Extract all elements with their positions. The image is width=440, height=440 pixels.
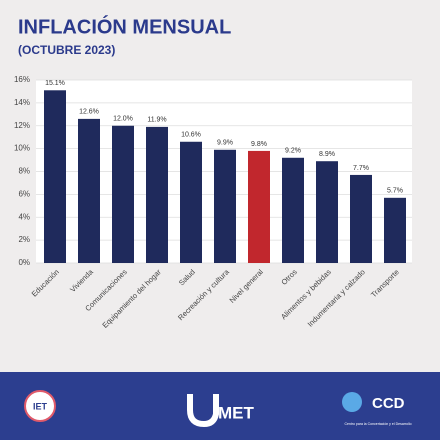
- footer: [0, 372, 440, 440]
- ccd-logo-drop: [342, 392, 362, 412]
- value-label: 9.2%: [285, 148, 301, 155]
- bar: [44, 90, 66, 263]
- value-label: 5.7%: [387, 188, 403, 195]
- y-tick-label: 8%: [18, 167, 30, 176]
- value-label: 12.0%: [113, 116, 133, 123]
- value-label: 9.9%: [217, 140, 233, 147]
- value-label: 11.9%: [147, 117, 166, 124]
- value-label: 7.7%: [353, 165, 369, 172]
- umet-logo-text: MET: [218, 403, 255, 422]
- value-label: 8.9%: [319, 151, 335, 158]
- umet-logo-u: [187, 394, 219, 428]
- y-tick-label: 0%: [18, 258, 30, 267]
- bar: [316, 161, 338, 263]
- iet-logo-ring: [24, 390, 56, 422]
- y-tick-label: 6%: [18, 189, 30, 198]
- bar: [214, 149, 236, 263]
- y-tick-label: 4%: [18, 212, 30, 221]
- ccd-caption: Centro para la Concertación y el Desarro…: [344, 422, 411, 426]
- y-tick-label: 12%: [14, 121, 30, 130]
- y-tick-label: 2%: [18, 235, 30, 244]
- iet-logo: [25, 391, 55, 421]
- y-tick-label: 16%: [14, 75, 30, 84]
- value-label: 15.1%: [45, 80, 65, 87]
- value-label: 10.6%: [181, 132, 201, 139]
- value-label: 9.8%: [251, 141, 267, 148]
- y-tick-label: 14%: [14, 98, 30, 107]
- y-tick-label: 10%: [14, 144, 30, 153]
- bar: [384, 197, 406, 263]
- bar: [248, 150, 270, 263]
- bar: [146, 126, 168, 263]
- bar: [350, 174, 372, 263]
- chart-subtitle: (OCTUBRE 2023): [18, 43, 115, 57]
- bar: [180, 141, 202, 263]
- bar: [78, 118, 100, 263]
- iet-logo-text: IET: [33, 401, 48, 411]
- chart-title: INFLACIÓN MENSUAL: [18, 14, 231, 38]
- ccd-logo-text: CCD: [372, 395, 405, 412]
- value-label: 12.6%: [79, 109, 99, 116]
- bar: [112, 125, 134, 263]
- bar: [282, 157, 304, 263]
